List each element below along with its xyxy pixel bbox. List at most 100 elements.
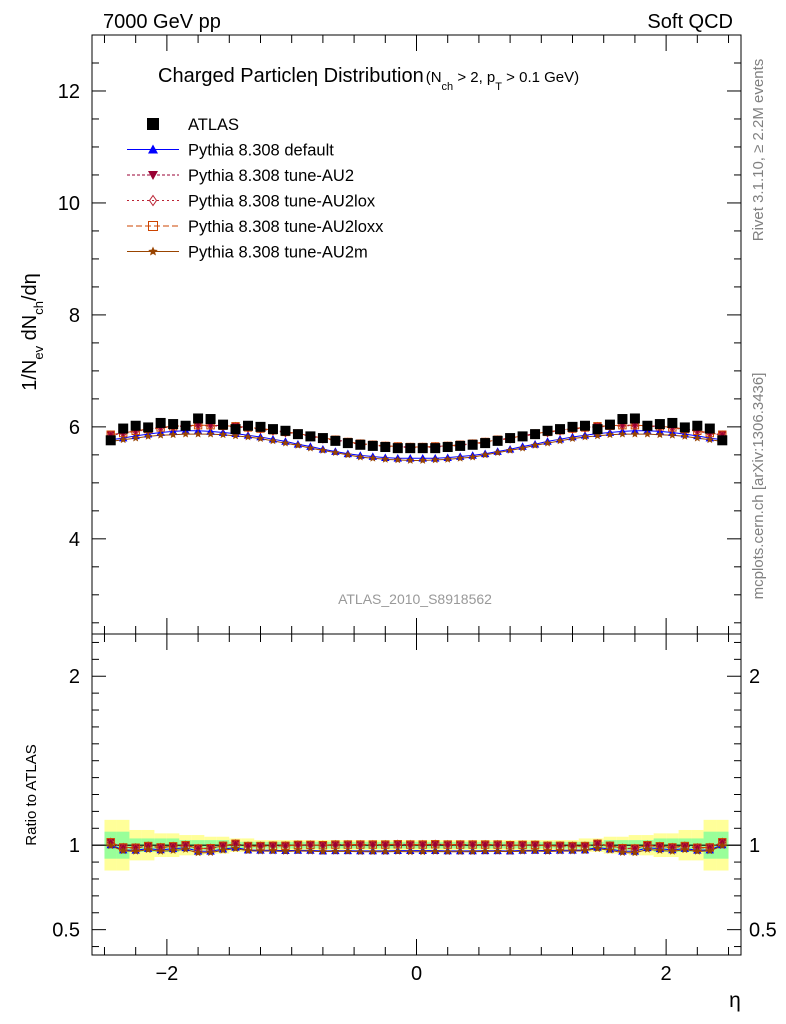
series-point bbox=[506, 446, 515, 454]
ratio-series-point bbox=[206, 848, 215, 857]
ratio-series-point bbox=[281, 847, 290, 855]
atlas-data-point bbox=[704, 423, 715, 434]
atlas-data-point bbox=[330, 435, 341, 446]
main-data bbox=[105, 413, 728, 464]
ratio-series-point bbox=[194, 848, 203, 857]
ratio-frame bbox=[91, 633, 742, 956]
y-tick-label: 10 bbox=[58, 193, 80, 215]
legend-label: Pythia 8.308 tune-AU2loxx bbox=[188, 218, 384, 236]
series-point bbox=[518, 443, 527, 452]
ratio-series-point bbox=[668, 847, 677, 855]
y-tick-label: 12 bbox=[58, 81, 80, 103]
legend-label: ATLAS bbox=[188, 116, 239, 134]
x-tick-label: −2 bbox=[155, 963, 178, 985]
ratio-series-point bbox=[306, 847, 315, 855]
series-point bbox=[581, 432, 589, 441]
ratio-series-point bbox=[318, 847, 327, 855]
series-point bbox=[668, 431, 677, 439]
series-point bbox=[256, 434, 265, 443]
atlas-data-point bbox=[143, 422, 154, 433]
series-point bbox=[481, 450, 490, 459]
rivet-label-a: Rivet 3.1.10, bbox=[750, 153, 767, 241]
atlas-data-point bbox=[405, 443, 416, 454]
atlas-data-point bbox=[155, 417, 166, 428]
atlas-data-point bbox=[567, 421, 578, 432]
series-line bbox=[110, 430, 723, 459]
series-point bbox=[194, 429, 203, 438]
atlas-data-point bbox=[642, 420, 653, 431]
atlas-data-point bbox=[604, 419, 615, 430]
series-point bbox=[144, 432, 153, 440]
ratio-series-point bbox=[406, 847, 415, 856]
y-label-ch: ch bbox=[31, 301, 46, 315]
series-point bbox=[119, 435, 128, 444]
ratio-series-point bbox=[506, 847, 515, 855]
ratio-series-point bbox=[231, 844, 240, 852]
series-point bbox=[368, 454, 377, 462]
x-tick-label: 2 bbox=[661, 963, 672, 985]
series-point bbox=[181, 429, 190, 438]
x-axis-label: η bbox=[729, 989, 741, 1012]
series-point bbox=[693, 433, 702, 442]
series-point bbox=[431, 455, 440, 464]
series-point bbox=[631, 420, 639, 431]
ratio-y-tick-label: 1 bbox=[69, 835, 80, 857]
ratio-series-point bbox=[643, 845, 652, 853]
atlas-data-point bbox=[617, 414, 628, 425]
header-left: 7000 GeV pp bbox=[103, 11, 221, 33]
ratio-series-point bbox=[456, 847, 465, 856]
title-sub-open: (N bbox=[426, 69, 442, 86]
series-point bbox=[207, 420, 215, 431]
ratio-series-point bbox=[368, 847, 377, 856]
ratio-y-tick-label-right: 2 bbox=[749, 666, 760, 688]
ratio-series-point bbox=[144, 845, 153, 854]
ratio-series-point bbox=[381, 847, 390, 856]
ratio-series-point bbox=[106, 841, 115, 850]
x-tick-label: 0 bbox=[411, 963, 422, 985]
header-right: Soft QCD bbox=[647, 11, 733, 33]
atlas-data-point bbox=[105, 435, 116, 446]
atlas-data-point bbox=[367, 440, 378, 451]
series-point bbox=[468, 452, 477, 461]
ratio-series-point bbox=[531, 846, 540, 855]
atlas-data-point bbox=[317, 433, 328, 444]
series-point bbox=[406, 456, 415, 464]
ratio-series-point bbox=[256, 846, 265, 855]
atlas-data-point bbox=[392, 443, 403, 454]
ratio-y-tick-label-right: 1 bbox=[749, 835, 760, 857]
series-line bbox=[110, 425, 723, 449]
atlas-data-point bbox=[455, 440, 466, 451]
series-point bbox=[293, 441, 302, 449]
atlas-data-point bbox=[130, 420, 141, 431]
series-point bbox=[343, 450, 352, 459]
atlas-data-point bbox=[517, 431, 528, 442]
rivet-label-b: ≥ 2.2M events bbox=[750, 59, 767, 153]
legend-label: Pythia 8.308 default bbox=[188, 142, 334, 160]
atlas-data-point bbox=[530, 429, 541, 440]
ratio-series-point bbox=[655, 846, 664, 854]
atlas-data-point bbox=[542, 425, 553, 436]
series-point bbox=[206, 429, 215, 438]
ratio-panel: −2 0 2 0.5 0.5 1 1 2 2 bbox=[52, 633, 777, 985]
series-point bbox=[131, 433, 140, 442]
series-point bbox=[306, 443, 315, 452]
series-point bbox=[705, 435, 714, 444]
ratio-series-point bbox=[244, 846, 252, 855]
series-point bbox=[531, 441, 540, 449]
y-tick-label: 4 bbox=[69, 529, 80, 551]
y-tick-label: 6 bbox=[69, 417, 80, 439]
ratio-series-point bbox=[431, 847, 440, 855]
series-point bbox=[268, 436, 277, 445]
atlas-data-point bbox=[430, 443, 441, 454]
atlas-data-point bbox=[692, 420, 703, 431]
series-point bbox=[556, 436, 565, 445]
ratio-series-point bbox=[493, 847, 502, 855]
rivet-label: Rivet 3.1.10, ≥ 2.2M events bbox=[750, 59, 767, 242]
series-point bbox=[643, 429, 652, 438]
ratio-series-point bbox=[556, 846, 565, 855]
atlas-data-point bbox=[667, 417, 678, 428]
legend-label: Pythia 8.308 tune-AU2lox bbox=[188, 193, 376, 211]
legend-marker bbox=[148, 221, 158, 231]
ratio-series-point bbox=[219, 846, 228, 854]
